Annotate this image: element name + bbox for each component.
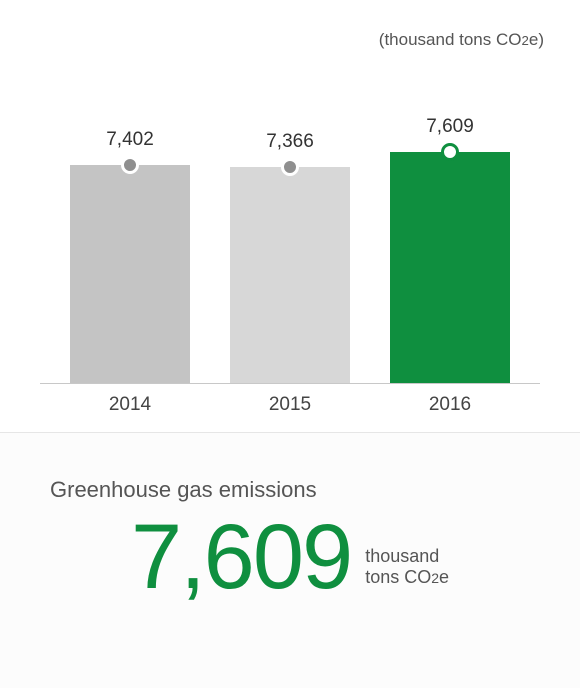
x-label-2014: 2014 bbox=[70, 394, 190, 416]
summary-unit-line2-sub: 2 bbox=[431, 570, 439, 586]
summary-big-row: 7,609 thousand tons CO2e bbox=[50, 511, 580, 603]
summary-unit-line2-suffix: e bbox=[439, 567, 449, 587]
bar-value-2015: 7,366 bbox=[230, 131, 350, 153]
x-axis-labels: 2014 2015 2016 bbox=[40, 394, 540, 424]
bar-group-2016: 7,609 bbox=[390, 152, 510, 383]
x-label-2016: 2016 bbox=[390, 394, 510, 416]
chart-area: 7,402 7,366 7,609 bbox=[40, 70, 540, 384]
summary-title: Greenhouse gas emissions bbox=[50, 477, 580, 503]
bar-value-2014: 7,402 bbox=[70, 129, 190, 151]
bar-group-2014: 7,402 bbox=[70, 165, 190, 383]
bar-marker-2016 bbox=[441, 143, 459, 161]
summary-unit: thousand tons CO2e bbox=[365, 546, 449, 603]
bar-group-2015: 7,366 bbox=[230, 167, 350, 383]
unit-prefix: (thousand tons CO bbox=[379, 30, 522, 49]
bar-2015 bbox=[230, 167, 350, 383]
unit-suffix: e) bbox=[529, 30, 544, 49]
bar-marker-2015 bbox=[281, 158, 299, 176]
bar-2016 bbox=[390, 152, 510, 383]
bar-value-2016: 7,609 bbox=[390, 116, 510, 138]
x-label-2015: 2015 bbox=[230, 394, 350, 416]
summary-unit-line1: thousand bbox=[365, 546, 439, 566]
summary-section: Greenhouse gas emissions 7,609 thousand … bbox=[0, 433, 580, 688]
summary-big-number: 7,609 bbox=[131, 511, 351, 603]
bar-2014 bbox=[70, 165, 190, 383]
chart-section: (thousand tons CO2e) 7,402 7,366 7,609 201… bbox=[0, 0, 580, 432]
unit-sub: 2 bbox=[522, 33, 529, 48]
summary-unit-line2-prefix: tons CO bbox=[365, 567, 431, 587]
bar-marker-2014 bbox=[121, 156, 139, 174]
unit-label: (thousand tons CO2e) bbox=[379, 30, 544, 50]
